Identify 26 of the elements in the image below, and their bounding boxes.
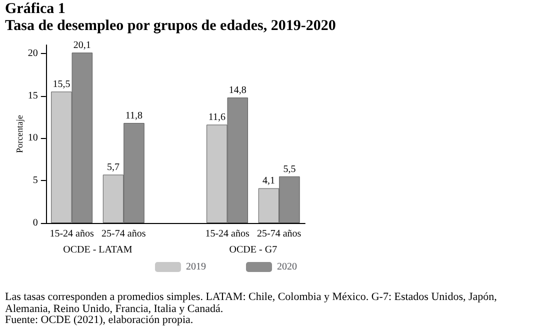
y-axis-title: Porcentaje — [14, 115, 24, 153]
y-tick-label: 15 — [28, 90, 38, 102]
data-label: 14,8 — [228, 85, 246, 96]
y-tick-label: 5 — [32, 175, 38, 186]
legend-label: 2019 — [186, 262, 206, 272]
source-note: Fuente: OCDE (2021), elaboración propia. — [5, 314, 194, 326]
data-label: 4,1 — [262, 176, 275, 187]
y-tick-label: 20 — [28, 48, 38, 59]
data-label: 11,8 — [125, 110, 143, 122]
data-label: 20,1 — [73, 40, 91, 52]
text: Las tasas corresponden a promedios simples. LATAM: Chile, Colombia y México. G-7: Estados Unidos, Japón, Alemania, Reino Unido, Francia, Italia y Canadá. — [5, 291, 498, 315]
data-label: 15,5 — [52, 79, 70, 90]
text: OCDE - G7 — [229, 244, 278, 256]
x-tick-label: 25-74 años — [257, 228, 302, 240]
legend-label: 2020 — [277, 262, 297, 272]
chart-title: Gráfica 1 — [5, 1, 66, 18]
data-label: 5,5 — [283, 164, 296, 175]
x-tick-label: 25-74 años — [102, 228, 146, 240]
data-label: 5,7 — [107, 162, 120, 174]
x-tick-label: 15-24 años — [50, 228, 94, 240]
chart-subtitle: Tasa de desempleo por grupos de edades, 2019-2020 — [5, 18, 336, 35]
y-tick-label: 0 — [32, 218, 38, 228]
data-label: 11,6 — [208, 112, 226, 124]
x-tick-label: 15-24 años — [205, 228, 250, 240]
text: OCDE - LATAM — [63, 244, 132, 256]
y-tick-label: 10 — [28, 132, 38, 144]
